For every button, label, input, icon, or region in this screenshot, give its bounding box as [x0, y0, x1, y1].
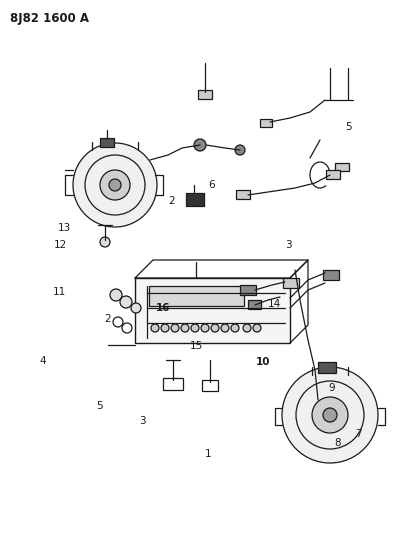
Bar: [240, 285, 256, 295]
Circle shape: [171, 324, 179, 332]
Text: 10: 10: [256, 358, 270, 367]
Circle shape: [323, 408, 337, 422]
Bar: [100, 138, 114, 147]
Bar: [236, 190, 250, 199]
Circle shape: [243, 324, 251, 332]
Text: 14: 14: [267, 299, 281, 309]
Circle shape: [110, 289, 122, 301]
Text: 11: 11: [52, 287, 66, 297]
Circle shape: [211, 324, 219, 332]
Bar: [202, 380, 218, 391]
Text: 2: 2: [169, 197, 175, 206]
Bar: [326, 170, 340, 179]
Bar: [163, 378, 183, 390]
Bar: [135, 278, 290, 343]
Bar: [283, 278, 299, 288]
Circle shape: [201, 324, 209, 332]
Circle shape: [131, 303, 141, 313]
Bar: [186, 193, 204, 206]
Text: 7: 7: [355, 430, 361, 439]
Bar: [149, 286, 244, 306]
Bar: [323, 270, 339, 280]
Circle shape: [312, 397, 348, 433]
Circle shape: [161, 324, 169, 332]
Text: 9: 9: [329, 383, 335, 393]
Circle shape: [194, 139, 206, 151]
Text: 5: 5: [345, 122, 351, 132]
Circle shape: [120, 296, 132, 308]
Text: 13: 13: [58, 223, 72, 233]
Text: 8J82 1600 A: 8J82 1600 A: [10, 12, 89, 25]
Text: 2: 2: [105, 314, 111, 324]
Bar: [198, 90, 212, 99]
Bar: [260, 119, 272, 127]
Circle shape: [100, 170, 130, 200]
Circle shape: [73, 143, 157, 227]
Text: 8: 8: [335, 439, 341, 448]
Bar: [308, 398, 324, 408]
Circle shape: [221, 324, 229, 332]
Text: 5: 5: [96, 401, 102, 411]
Text: 12: 12: [54, 240, 68, 250]
Circle shape: [282, 367, 378, 463]
Text: 3: 3: [285, 240, 291, 250]
Circle shape: [253, 324, 261, 332]
Bar: [248, 300, 261, 309]
Text: 6: 6: [208, 181, 214, 190]
Circle shape: [181, 324, 189, 332]
Circle shape: [151, 324, 159, 332]
Text: 4: 4: [40, 357, 46, 366]
Circle shape: [235, 145, 245, 155]
Circle shape: [100, 237, 110, 247]
Bar: [318, 362, 336, 373]
Text: 3: 3: [139, 416, 145, 426]
Circle shape: [109, 179, 121, 191]
Text: 1: 1: [205, 449, 211, 459]
Bar: [335, 163, 349, 171]
Circle shape: [231, 324, 239, 332]
Text: 16: 16: [156, 303, 170, 313]
Text: 15: 15: [189, 342, 203, 351]
Circle shape: [191, 324, 199, 332]
